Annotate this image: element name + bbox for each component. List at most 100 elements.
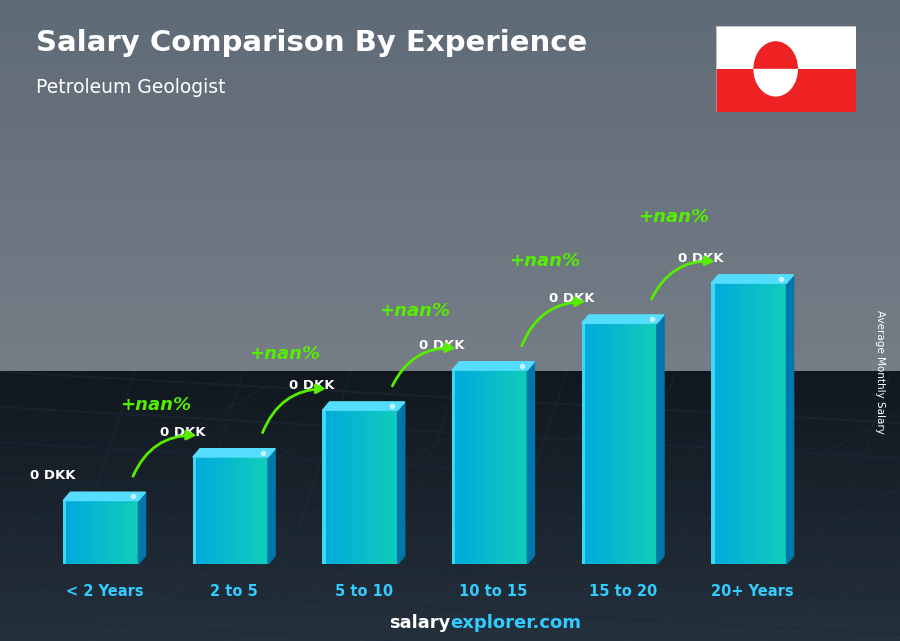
Bar (250, 457, 253, 564)
Bar (452, 370, 455, 564)
Bar (116, 501, 119, 564)
Bar (357, 410, 360, 564)
Bar (340, 410, 343, 564)
Bar (325, 410, 328, 564)
Bar (198, 457, 201, 564)
Bar (515, 370, 518, 564)
Bar (111, 501, 113, 564)
Bar (777, 283, 779, 564)
Bar (774, 283, 777, 564)
Bar (260, 457, 263, 564)
Bar (711, 283, 714, 564)
Bar (492, 370, 495, 564)
Bar (650, 323, 652, 564)
Text: 20+ Years: 20+ Years (711, 584, 794, 599)
Text: +nan%: +nan% (249, 345, 320, 363)
Bar (615, 323, 616, 564)
Bar (330, 410, 332, 564)
Text: 2 to 5: 2 to 5 (210, 584, 258, 599)
Bar (335, 410, 338, 564)
Polygon shape (581, 315, 664, 323)
Bar (225, 457, 228, 564)
Bar (472, 370, 474, 564)
Bar (622, 323, 625, 564)
Bar (452, 370, 454, 564)
Text: +nan%: +nan% (379, 302, 450, 320)
Bar (256, 457, 258, 564)
Bar (474, 370, 477, 564)
Bar (609, 323, 612, 564)
Bar (66, 501, 68, 564)
Bar (477, 370, 480, 564)
Bar (581, 323, 584, 564)
Bar (108, 501, 111, 564)
Bar (520, 370, 522, 564)
Bar (752, 283, 754, 564)
Bar (370, 410, 373, 564)
Polygon shape (452, 362, 535, 370)
Bar (454, 370, 457, 564)
Bar (597, 323, 599, 564)
Bar (347, 410, 350, 564)
Bar (123, 501, 126, 564)
Bar (240, 457, 243, 564)
Bar (746, 283, 749, 564)
Bar (353, 410, 355, 564)
Bar (604, 323, 607, 564)
Bar (759, 283, 761, 564)
Bar (457, 370, 460, 564)
Bar (769, 283, 771, 564)
Bar (779, 283, 781, 564)
Bar (490, 370, 492, 564)
Bar (462, 370, 464, 564)
Bar (508, 370, 509, 564)
Bar (378, 410, 380, 564)
Bar (522, 370, 525, 564)
Bar (495, 370, 497, 564)
Bar (784, 283, 787, 564)
Bar (591, 323, 594, 564)
Bar (385, 410, 388, 564)
Text: 10 to 15: 10 to 15 (459, 584, 527, 599)
Bar (332, 410, 335, 564)
Bar (94, 501, 95, 564)
Text: 0 DKK: 0 DKK (549, 292, 594, 305)
Bar (612, 323, 615, 564)
Bar (714, 283, 716, 564)
Bar (736, 283, 739, 564)
Bar (639, 323, 642, 564)
Bar (594, 323, 597, 564)
Bar (719, 283, 722, 564)
Bar (480, 370, 482, 564)
Bar (584, 323, 587, 564)
Bar (734, 283, 736, 564)
Bar (208, 457, 211, 564)
Bar (218, 457, 220, 564)
Bar (91, 501, 94, 564)
Bar (626, 323, 629, 564)
Bar (487, 370, 490, 564)
Bar (113, 501, 116, 564)
Bar (129, 501, 130, 564)
Bar (505, 370, 508, 564)
Bar (338, 410, 340, 564)
Text: +nan%: +nan% (508, 252, 580, 270)
Bar (258, 457, 260, 564)
Bar (525, 370, 527, 564)
Bar (722, 283, 724, 564)
Bar (599, 323, 602, 564)
Bar (88, 501, 91, 564)
Bar (500, 370, 502, 564)
Text: Petroleum Geologist: Petroleum Geologist (36, 78, 226, 97)
Bar (236, 457, 238, 564)
Bar (322, 410, 325, 564)
Bar (263, 457, 266, 564)
Text: +nan%: +nan% (120, 395, 191, 413)
Wedge shape (753, 69, 798, 97)
Bar (355, 410, 357, 564)
Bar (754, 283, 756, 564)
Bar (121, 501, 123, 564)
Bar (625, 323, 626, 564)
Polygon shape (657, 315, 664, 564)
Bar (602, 323, 604, 564)
